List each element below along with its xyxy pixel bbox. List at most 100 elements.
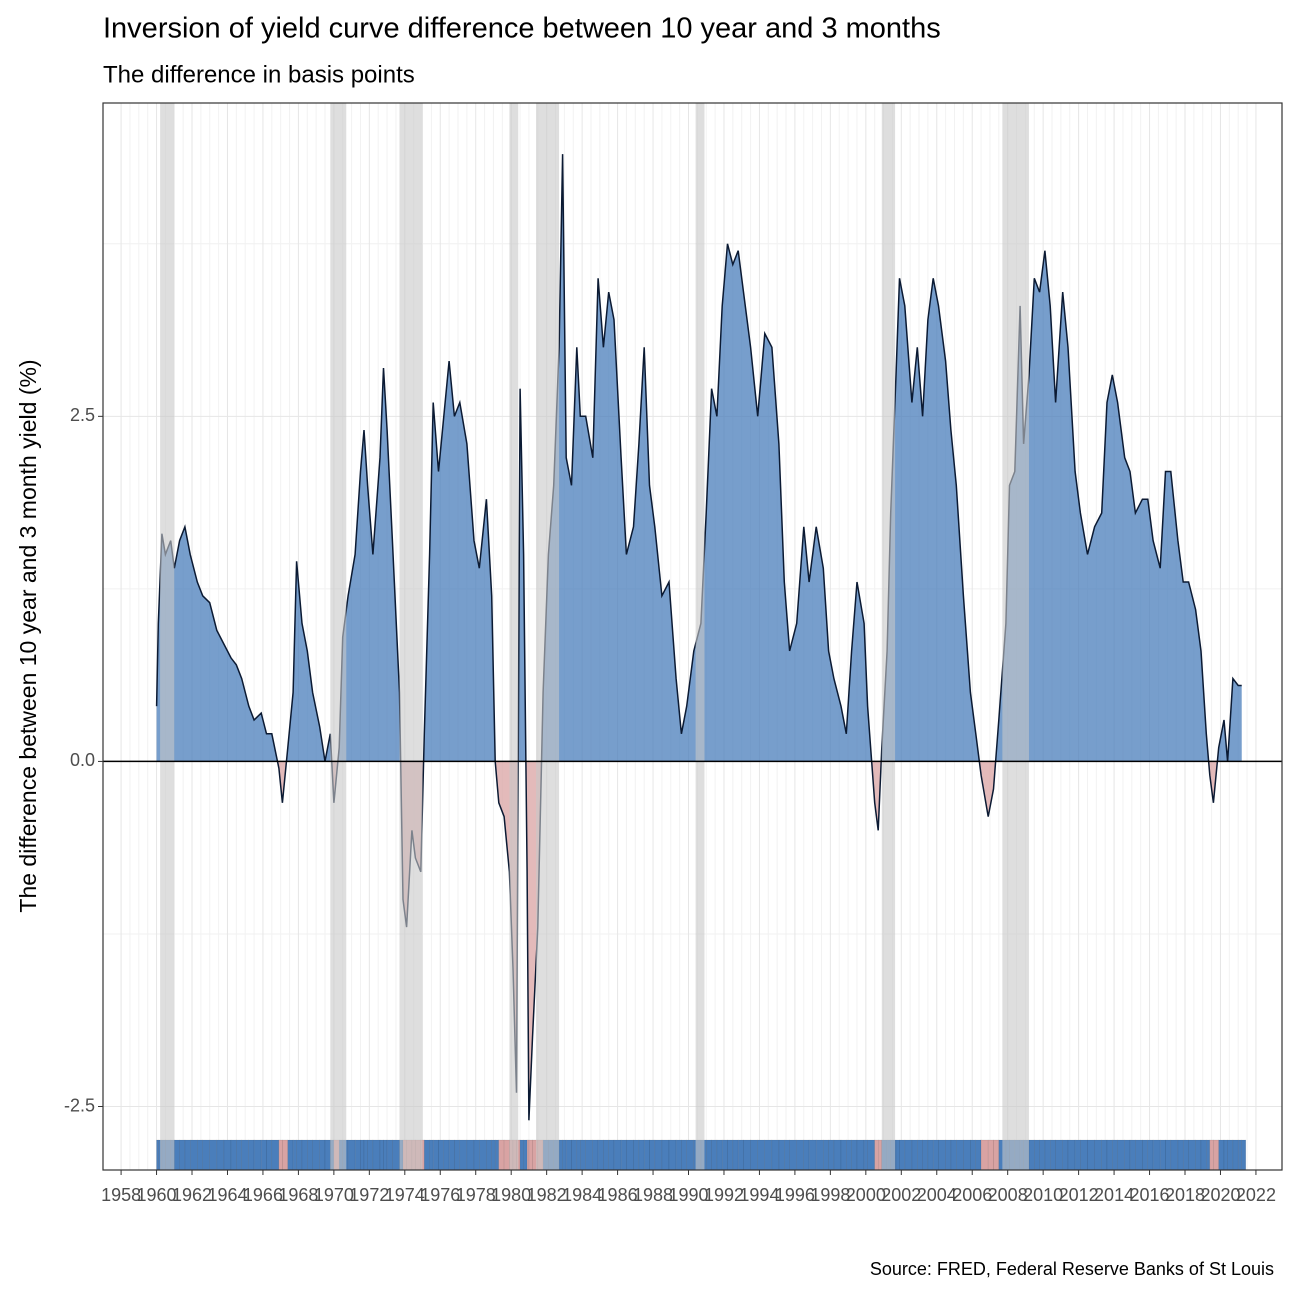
x-tick-label: 2014 [1094,1185,1134,1205]
sign-strip [197,1139,203,1171]
sign-strip [863,1139,868,1171]
sign-strip [347,1139,356,1171]
sign-strip [1074,1139,1081,1171]
sign-strip [833,1139,842,1171]
sign-strip [851,1139,858,1171]
sign-strip [580,1139,586,1171]
sign-strip [287,1139,294,1171]
sign-strip [668,1139,677,1171]
sign-strip [716,1139,723,1171]
sign-strip [1034,1139,1040,1171]
x-tick-label: 1982 [527,1185,567,1205]
sign-strip [498,1139,505,1171]
sign-strip [1112,1139,1118,1171]
sign-strip [789,1139,797,1171]
sign-strip [927,1139,934,1171]
sign-strip [179,1139,186,1171]
sign-strip [438,1139,445,1171]
recession-band [399,103,423,1170]
x-tick-label: 1958 [101,1185,141,1205]
sign-strip [503,1139,510,1171]
x-tick-label: 1992 [704,1185,744,1205]
x-tick-label: 2000 [846,1185,886,1205]
sign-strip [856,1139,865,1171]
caption: Source: FRED, Federal Reserve Banks of S… [870,1259,1274,1279]
sign-strip [626,1139,634,1171]
sign-strip [459,1139,468,1171]
sign-strip [248,1139,255,1171]
sign-strip [526,1139,530,1171]
sign-strip [1080,1139,1088,1171]
sign-strip [771,1139,780,1171]
sign-strip [867,1139,875,1171]
sign-strip [363,1139,368,1171]
x-tick-label: 1988 [633,1185,673,1205]
sign-strip [1177,1139,1184,1171]
sign-strip [764,1139,773,1171]
sign-strip [633,1139,640,1171]
sign-strip [253,1139,262,1171]
sign-strip [743,1139,751,1171]
sign-strip [803,1139,810,1171]
x-tick-label: 2020 [1200,1185,1240,1205]
sign-strip [379,1139,384,1171]
sign-strip [230,1139,237,1171]
sign-strip [292,1139,297,1171]
sign-strip [727,1139,734,1171]
sign-strip [184,1139,191,1171]
x-tick-label: 1986 [598,1185,638,1205]
sign-strip [1124,1139,1131,1171]
sign-strip [1223,1139,1228,1171]
sign-strip [585,1139,594,1171]
sign-strip [1087,1139,1095,1171]
panel-border [102,102,1283,1171]
sign-strip [661,1139,670,1171]
sign-strip [1195,1139,1202,1171]
sign-strip [1044,1139,1051,1171]
sign-strip [757,1139,766,1171]
sign-strip [686,1139,695,1171]
sign-strip [383,1139,388,1171]
sign-strip [448,1139,455,1171]
sign-strip [1218,1139,1225,1171]
sign-strip [784,1139,790,1171]
y-axis-label: The difference between 10 year and 3 mon… [15,359,41,912]
sign-strip [895,1139,900,1171]
sign-strip [1135,1139,1143,1171]
sign-strip [1039,1139,1046,1171]
x-tick-label: 1996 [775,1185,815,1205]
x-tick-label: 1968 [278,1185,318,1205]
sign-strip [603,1139,609,1171]
sign-strip [1237,1139,1242,1171]
sign-strip [874,1139,879,1171]
sign-strip [1182,1139,1189,1171]
sign-strip [620,1139,627,1171]
sign-strip [721,1139,728,1171]
sign-strip [899,1139,906,1171]
sign-strip [711,1139,718,1171]
sign-strip [1028,1139,1035,1171]
sign-strip [1094,1139,1102,1171]
sign-strip [750,1139,758,1171]
x-tick-label: 1962 [172,1185,212,1205]
sign-strip [473,1139,480,1171]
y-tick-label: -2.5 [64,1095,95,1115]
sign-strip [638,1139,645,1171]
sign-strip [1049,1139,1056,1171]
sign-strip [970,1139,977,1171]
x-tick-label: 2004 [917,1185,957,1205]
sign-strip [324,1139,331,1171]
sign-strip [1206,1139,1211,1171]
sign-strip [732,1139,739,1171]
x-tick-label: 2018 [1165,1185,1205,1205]
sign-strip [993,1139,1000,1171]
x-tick-label: 2006 [952,1185,992,1205]
sign-strip [1165,1139,1172,1171]
recession-band [695,103,705,1170]
sign-strip [1159,1139,1166,1171]
sign-strip [216,1139,225,1171]
sign-strip [1200,1139,1207,1171]
chart-subtitle: The difference in basis points [103,61,415,88]
sign-strip [932,1139,939,1171]
